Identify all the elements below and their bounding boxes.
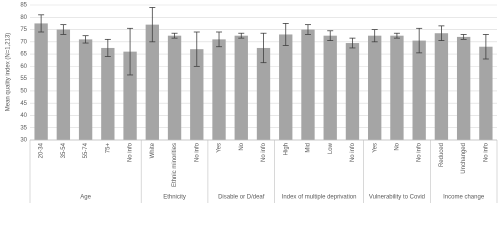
x-tick-label: Unchanged	[461, 143, 467, 174]
bar	[190, 49, 204, 140]
group-label: Age	[80, 195, 91, 201]
y-tick-label: 80	[20, 15, 27, 21]
x-tick-label: No info	[128, 142, 134, 162]
y-tick-label: 65	[20, 52, 27, 58]
bar	[34, 23, 48, 141]
bar	[479, 46, 493, 140]
y-tick-label: 85	[20, 3, 27, 9]
x-tick-label: Mid	[306, 143, 312, 153]
group-label: Index of multiple deprivation	[282, 195, 357, 201]
x-tick-label: No info	[483, 142, 489, 162]
bar	[56, 29, 71, 140]
x-tick-label: No info	[194, 142, 200, 162]
x-tick-label: Yes	[372, 143, 378, 153]
x-tick-label: Low	[328, 142, 334, 154]
x-tick-label: No	[395, 142, 401, 150]
x-tick-label: No info	[261, 142, 267, 162]
bar	[368, 35, 382, 140]
x-tick-label: 20-34	[39, 142, 45, 158]
bar	[78, 39, 93, 141]
x-tick-label: 55-74	[83, 142, 89, 158]
bar	[167, 35, 182, 140]
bar	[412, 40, 426, 140]
y-tick-label: 30	[20, 138, 27, 144]
x-tick-label: Yes	[217, 143, 223, 153]
bar	[456, 36, 471, 141]
x-tick-label: No info	[350, 142, 356, 162]
bar	[212, 39, 226, 141]
group-label: Vulnerability to Covid	[369, 195, 425, 201]
x-tick-label: No	[239, 142, 245, 150]
group-label: Income change	[443, 195, 485, 201]
bar	[301, 29, 315, 140]
y-tick-label: 45	[20, 101, 27, 107]
bar	[434, 33, 449, 140]
bar	[345, 43, 360, 140]
bar	[390, 35, 404, 140]
x-tick-label: Reduced	[439, 143, 445, 167]
bar	[279, 34, 293, 140]
x-tick-label: Ethnic minorities	[172, 143, 178, 187]
y-tick-label: 75	[20, 27, 27, 33]
y-tick-label: 35	[20, 125, 27, 131]
y-tick-label: 40	[20, 113, 27, 119]
group-label: Ethnicity	[163, 195, 186, 201]
x-tick-label: No info	[417, 142, 423, 162]
x-tick-label: White	[150, 142, 156, 158]
bar	[234, 35, 248, 140]
y-axis-label: Mean quality index (N=1,213)	[6, 33, 12, 112]
group-label: Disable or D/deaf	[218, 195, 265, 201]
x-tick-label: High	[283, 143, 289, 155]
y-tick-label: 60	[20, 64, 27, 70]
bar	[323, 35, 337, 140]
bar	[145, 24, 159, 140]
bar	[123, 51, 137, 140]
y-tick-label: 70	[20, 39, 27, 45]
x-tick-label: 35-54	[61, 142, 67, 158]
y-tick-label: 55	[20, 76, 27, 82]
bar	[101, 47, 115, 140]
x-tick-label: 75+	[105, 143, 111, 154]
bar	[256, 47, 271, 140]
chart: Mean quality index (N=1,213) 30 35 40 45 50 5…	[6, 3, 498, 203]
y-tick-label: 50	[20, 88, 27, 94]
